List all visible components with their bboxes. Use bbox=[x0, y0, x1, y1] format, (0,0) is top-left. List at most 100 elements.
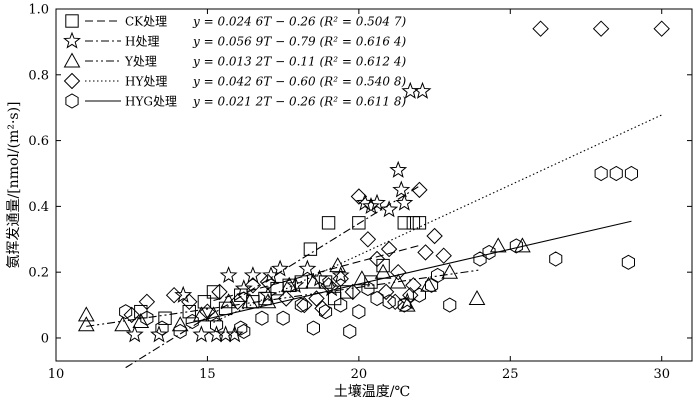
point-hexagon bbox=[594, 165, 608, 182]
point-hexagon bbox=[443, 297, 457, 313]
point-diamond bbox=[165, 286, 183, 304]
point-triangle bbox=[514, 237, 531, 253]
point-hexagon bbox=[370, 290, 384, 307]
point-diamond bbox=[380, 240, 398, 258]
point-star bbox=[243, 266, 262, 284]
point-diamond bbox=[296, 296, 313, 314]
point-hexagon bbox=[361, 281, 375, 297]
legend-series-name: HY处理 bbox=[125, 75, 167, 89]
point-diamond bbox=[332, 270, 349, 288]
point-hexagon bbox=[509, 238, 523, 254]
point-diamond bbox=[426, 227, 443, 245]
point-triangle bbox=[259, 293, 277, 309]
point-star bbox=[219, 266, 238, 284]
point-square bbox=[412, 216, 427, 230]
point-triangle bbox=[389, 273, 407, 289]
point-star bbox=[225, 325, 244, 343]
point-hexagon bbox=[352, 304, 366, 320]
point-diamond bbox=[181, 293, 198, 311]
legend-marker-star bbox=[63, 31, 81, 49]
y-tick-label: 0.2 bbox=[28, 266, 49, 281]
legend-equation: y = 0.042 6T − 0.60 (R² = 0.540 8) bbox=[192, 75, 407, 89]
point-diamond bbox=[244, 277, 262, 294]
data-points bbox=[77, 20, 670, 343]
point-diamond bbox=[350, 188, 368, 205]
legend-marker-square bbox=[65, 14, 79, 28]
point-diamond bbox=[277, 290, 295, 307]
x-tick-label: 20 bbox=[351, 367, 368, 382]
point-hexagon bbox=[140, 310, 154, 326]
point-diamond bbox=[532, 20, 549, 37]
point-diamond bbox=[259, 273, 277, 291]
point-square bbox=[352, 216, 366, 230]
legend-equation: y = 0.056 9T − 0.79 (R² = 0.616 4) bbox=[192, 35, 407, 49]
point-star bbox=[271, 259, 290, 277]
point-square bbox=[364, 275, 378, 289]
point-diamond bbox=[653, 20, 670, 37]
point-diamond bbox=[386, 293, 404, 311]
point-diamond bbox=[229, 293, 246, 311]
legend-marker-hexagon bbox=[65, 93, 79, 109]
point-triangle bbox=[241, 293, 259, 309]
point-star bbox=[413, 81, 432, 99]
legend-equation: y = 0.013 2T − 0.11 (R² = 0.612 4) bbox=[192, 55, 407, 69]
point-triangle bbox=[77, 306, 95, 322]
point-square bbox=[294, 275, 309, 289]
point-hexagon bbox=[210, 317, 224, 333]
point-triangle bbox=[193, 306, 210, 322]
point-star bbox=[262, 266, 280, 284]
legend-series-name: H处理 bbox=[125, 35, 159, 49]
point-diamond bbox=[308, 290, 325, 307]
point-triangle bbox=[489, 237, 507, 253]
y-tick-label: 0.6 bbox=[28, 134, 49, 149]
point-hexagon bbox=[185, 313, 199, 330]
y-axis-title: 氨挥发通量/[nmol/(m²·s)] bbox=[6, 101, 22, 268]
point-hexagon bbox=[334, 297, 348, 313]
point-square bbox=[397, 216, 411, 230]
point-square bbox=[376, 258, 390, 273]
x-tick-label: 10 bbox=[48, 367, 65, 382]
point-triangle bbox=[420, 276, 437, 292]
point-square bbox=[182, 304, 196, 319]
point-hexagon bbox=[609, 165, 623, 182]
plot-area-frame bbox=[55, 8, 693, 362]
point-square bbox=[321, 216, 336, 230]
point-star bbox=[380, 200, 399, 218]
point-diamond bbox=[435, 247, 452, 264]
point-hexagon bbox=[549, 251, 563, 267]
point-star bbox=[125, 325, 144, 343]
point-triangle bbox=[205, 306, 222, 322]
point-star bbox=[331, 266, 350, 284]
point-square bbox=[158, 311, 172, 325]
point-triangle bbox=[132, 312, 150, 328]
point-triangle bbox=[329, 257, 347, 273]
legend-series-name: CK处理 bbox=[125, 15, 167, 29]
legend-series-name: HYG处理 bbox=[125, 95, 177, 109]
x-tick-label: 15 bbox=[199, 367, 216, 382]
point-hexagon bbox=[624, 165, 638, 182]
x-axis-title: 土壤温度/℃ bbox=[334, 383, 410, 400]
point-square bbox=[303, 242, 318, 256]
point-star bbox=[310, 269, 329, 287]
point-square bbox=[218, 301, 233, 316]
point-triangle bbox=[441, 263, 459, 279]
point-triangle bbox=[374, 263, 392, 279]
point-star bbox=[174, 285, 193, 303]
point-triangle bbox=[220, 293, 237, 309]
point-hexagon bbox=[343, 323, 357, 339]
point-diamond bbox=[389, 263, 407, 281]
x-tick-label: 25 bbox=[502, 367, 519, 382]
point-square bbox=[340, 285, 354, 299]
point-diamond bbox=[123, 306, 140, 324]
point-diamond bbox=[377, 283, 395, 301]
y-tick-label: 0 bbox=[41, 331, 49, 346]
point-triangle bbox=[77, 316, 95, 332]
x-tick-label: 30 bbox=[653, 367, 670, 382]
point-diamond bbox=[368, 250, 386, 268]
point-star bbox=[150, 325, 168, 343]
point-hexagon bbox=[255, 310, 269, 326]
point-triangle bbox=[398, 296, 416, 312]
y-tick-label: 0.4 bbox=[28, 200, 49, 215]
point-hexagon bbox=[294, 297, 308, 313]
point-diamond bbox=[411, 181, 428, 199]
